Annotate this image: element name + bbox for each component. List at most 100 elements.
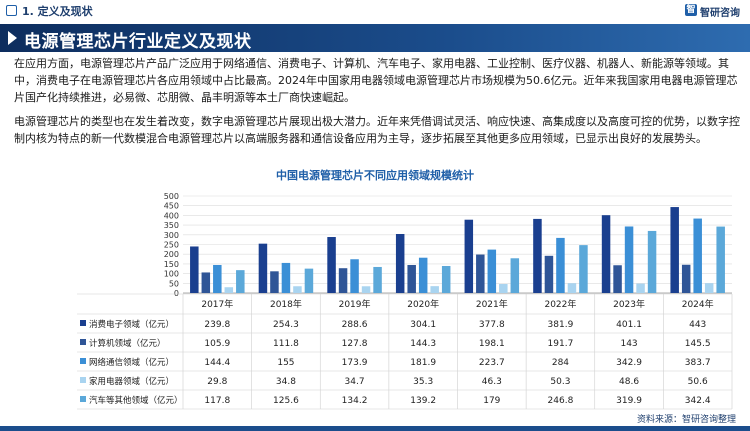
bar [670,207,679,293]
data-label: 145.5 [685,339,711,349]
x-tick-label: 2024年 [682,298,714,310]
x-tick-label: 2018年 [270,298,302,310]
bar [213,264,222,293]
bar [613,265,622,293]
x-tick-label: 2022年 [544,298,576,310]
data-label: 144.3 [410,339,436,349]
legend-swatch [80,339,86,345]
play-arrow-icon [8,31,17,45]
y-tick-label: 500 [164,192,179,201]
bar [464,219,474,293]
bar [693,218,702,293]
bar [258,243,268,293]
data-label: 117.8 [204,396,230,406]
data-label: 342.4 [685,396,711,406]
y-tick-label: 0 [174,289,179,298]
y-tick-label: 450 [164,202,179,211]
x-tick-label: 2023年 [613,298,645,310]
legend-swatch [80,358,86,364]
source-note: 资料来源：智研咨询整理 [636,415,736,425]
bar [499,284,508,293]
y-tick-label: 250 [164,241,179,250]
data-label: 342.9 [616,358,642,368]
bar [304,268,314,293]
bar [716,226,725,293]
data-label: 46.3 [482,377,502,387]
bar [407,265,416,293]
paragraph-digital: 电源管理芯片的类型也在发生着改变，数字电源管理芯片展现出极大潜力。近年来凭借调试… [14,115,740,145]
data-label: 191.7 [548,339,574,349]
data-label: 198.1 [479,339,505,349]
bar [338,268,348,293]
legend-swatch [80,377,86,383]
bar [487,249,497,293]
y-tick-label: 350 [164,221,179,230]
y-tick-label: 300 [164,231,179,240]
bar [373,266,382,293]
data-label: 50.3 [550,377,570,387]
data-label: 381.9 [548,320,574,330]
bar [601,215,611,293]
legend-label: 计算机领域（亿元） [89,338,166,349]
bar [418,257,428,293]
logo-icon: 智 [685,4,697,16]
bar [681,264,691,293]
data-label: 35.3 [413,377,433,387]
chart-title: 中国电源管理芯片不同应用领域规模统计 [276,169,474,182]
data-label: 181.9 [410,358,436,368]
legend-label: 汽车等其他领域（亿元） [89,395,183,406]
data-label: 134.2 [342,396,368,406]
data-label: 377.8 [479,320,505,330]
data-label: 139.2 [410,396,436,406]
page-title: 电源管理芯片行业定义及现状 [24,32,252,52]
y-tick-label: 400 [164,211,179,220]
data-label: 34.8 [276,377,296,387]
data-label: 143 [620,339,637,349]
data-label: 304.1 [410,320,436,330]
bottom-line [0,426,750,431]
data-label: 111.8 [273,339,299,349]
data-label: 319.9 [616,396,642,406]
title-band: 电源管理芯片行业定义及现状 [0,24,750,52]
data-label: 144.4 [204,358,230,368]
data-label: 34.7 [345,377,365,387]
bar [636,283,645,293]
legend-label: 网络通信领域（亿元） [89,357,174,368]
data-label: 179 [483,396,500,406]
bar [327,237,336,293]
bar [236,270,245,293]
bar [293,286,302,293]
data-label: 288.6 [342,320,368,330]
legend-swatch [80,396,86,402]
data-label: 50.6 [688,377,708,387]
section-title: 1. 定义及现状 [22,5,93,18]
bar [430,286,439,293]
data-label: 246.8 [548,396,574,406]
bar [647,230,657,293]
x-tick-label: 2020年 [407,298,439,310]
y-tick-label: 100 [164,270,179,279]
x-tick-label: 2021年 [476,298,508,310]
data-label: 29.8 [207,377,227,387]
bar [441,265,451,293]
y-tick-label: 200 [164,250,179,259]
logo-text: 智研咨询 [700,8,740,19]
data-label: 383.7 [685,358,711,368]
data-label: 155 [277,358,294,368]
data-label: 284 [552,358,569,368]
bar [281,262,291,293]
data-label: 105.9 [204,339,230,349]
bar [395,234,405,293]
bar [190,246,199,293]
paragraph-application: 在应用方面，电源管理芯片产品广泛应用于网络通信、消费电子、计算机、汽车电子、家用… [14,57,738,104]
bar [510,258,520,293]
bar [544,255,554,293]
data-label: 254.3 [273,320,299,330]
bar [704,283,714,293]
bar [624,226,634,293]
bar [361,286,371,293]
data-label: 173.9 [342,358,368,368]
bar [533,218,542,293]
legend-swatch [80,320,86,326]
